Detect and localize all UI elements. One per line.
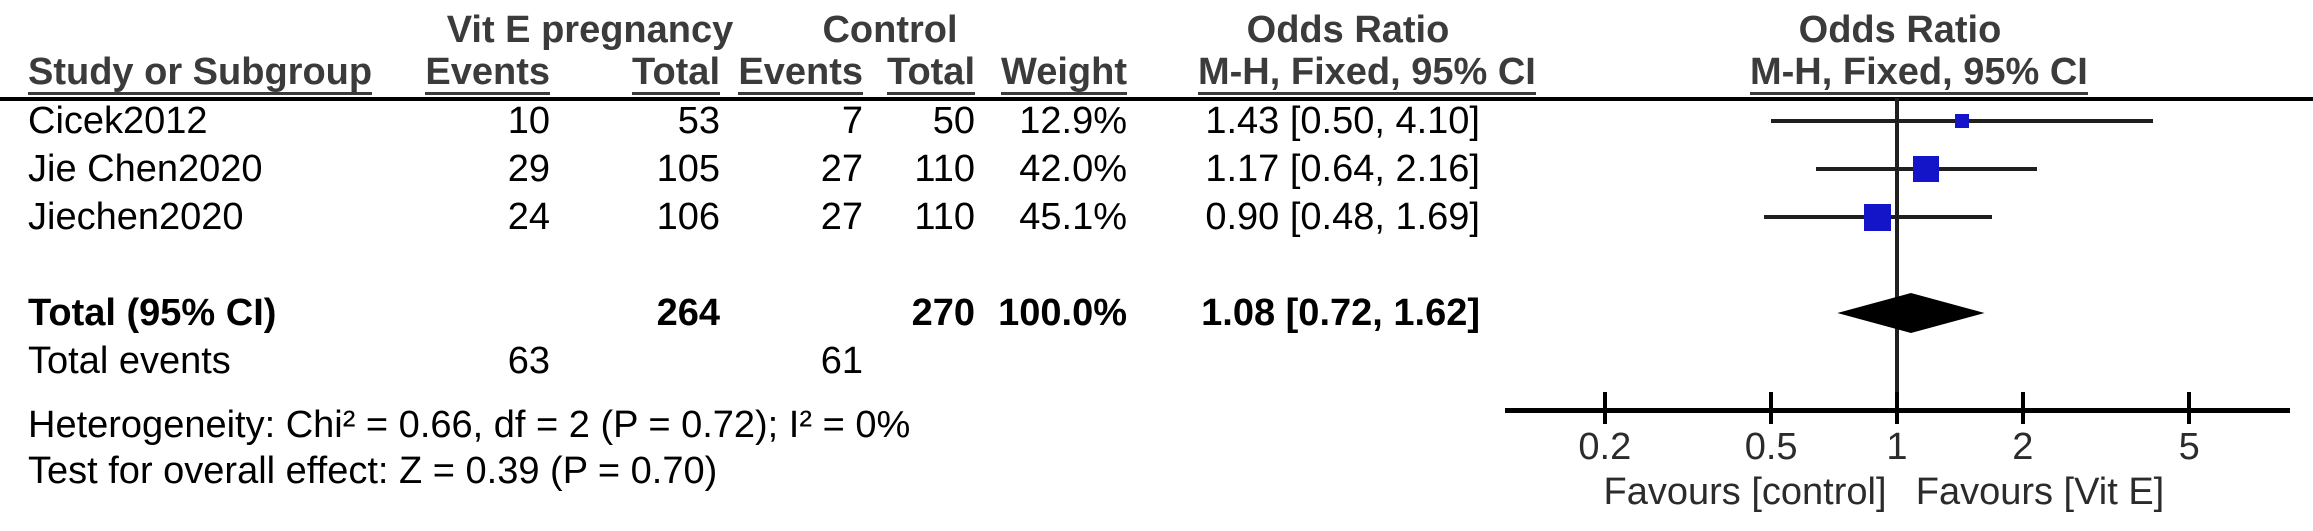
study-label: Jiechen2020 [28, 196, 244, 238]
column-header-events-control: Events [738, 51, 863, 95]
x-axis-tick [2187, 392, 2192, 424]
column-header-total-experimental: Total [632, 51, 720, 95]
favours-right-label: Favours [Vit E] [1915, 471, 2165, 513]
column-header-study: Study or Subgroup [28, 51, 373, 95]
total-events-label: Total events [28, 340, 231, 382]
favours-left-label: Favours [control] [1603, 471, 1887, 513]
or-point-marker [1912, 156, 1939, 182]
column-header-total-control: Total [887, 51, 975, 95]
summary-diamond [1837, 293, 1985, 333]
total-weight: 100.0% [998, 292, 1127, 334]
total-control: 270 [911, 292, 975, 334]
x-axis-tick [1895, 392, 1899, 424]
total-events-control: 61 [820, 340, 863, 382]
column-header-or-ci-plot: M-H, Fixed, 95% CI [1750, 51, 2088, 95]
or-ci-text: 0.90 [0.48, 1.69] [1205, 196, 1480, 238]
study-label: Jie Chen2020 [28, 148, 263, 190]
or-ci-text: 1.17 [0.64, 2.16] [1205, 148, 1480, 190]
x-axis-tick-label: 1 [1886, 426, 1908, 468]
x-axis-tick [2020, 392, 2025, 424]
group-header-experimental: Vit E pregnancy [446, 9, 734, 51]
total-experimental: 105 [656, 148, 720, 190]
column-header-weight: Weight [1001, 51, 1127, 95]
or-table-header-title: Odds Ratio [1246, 9, 1450, 51]
x-axis-tick-label: 5 [2178, 426, 2200, 468]
header-rule [0, 97, 2313, 101]
events-control: 27 [820, 148, 863, 190]
or-plot-header-title: Odds Ratio [1798, 9, 2002, 51]
heterogeneity-stats: Heterogeneity: Chi² = 0.66, df = 2 (P = … [28, 404, 911, 446]
x-axis-tick [1769, 392, 1774, 424]
total-control: 50 [932, 100, 975, 142]
or-ci-text: 1.43 [0.50, 4.10] [1205, 100, 1480, 142]
total-experimental: 264 [656, 292, 720, 334]
x-axis-tick [1602, 392, 1607, 424]
x-axis-tick-label: 0.5 [1744, 426, 1798, 468]
column-header-events-experimental: Events [425, 51, 550, 95]
total-control: 110 [914, 148, 975, 190]
total-or-ci-text: 1.08 [0.72, 1.62] [1201, 292, 1480, 334]
total-experimental: 106 [656, 196, 720, 238]
study-label: Cicek2012 [28, 100, 208, 142]
or-point-marker [1954, 114, 1969, 128]
events-experimental: 24 [507, 196, 550, 238]
total-events-experimental: 63 [507, 340, 550, 382]
overall-effect-stats: Test for overall effect: Z = 0.39 (P = 0… [28, 450, 718, 492]
total-experimental: 53 [677, 100, 720, 142]
group-header-control: Control [822, 9, 958, 51]
column-header-or-ci: M-H, Fixed, 95% CI [1198, 51, 1536, 95]
events-control: 27 [820, 196, 863, 238]
weight-value: 45.1% [1019, 196, 1127, 238]
weight-value: 12.9% [1019, 100, 1127, 142]
total-row-label: Total (95% CI) [28, 292, 277, 334]
x-axis-tick-label: 0.2 [1578, 426, 1632, 468]
x-axis-tick-label: 2 [2012, 426, 2034, 468]
null-effect-line [1895, 98, 1899, 412]
or-point-marker [1864, 203, 1892, 231]
events-control: 7 [841, 100, 863, 142]
events-experimental: 10 [507, 100, 550, 142]
total-control: 110 [914, 196, 975, 238]
events-experimental: 29 [507, 148, 550, 190]
weight-value: 42.0% [1019, 148, 1127, 190]
